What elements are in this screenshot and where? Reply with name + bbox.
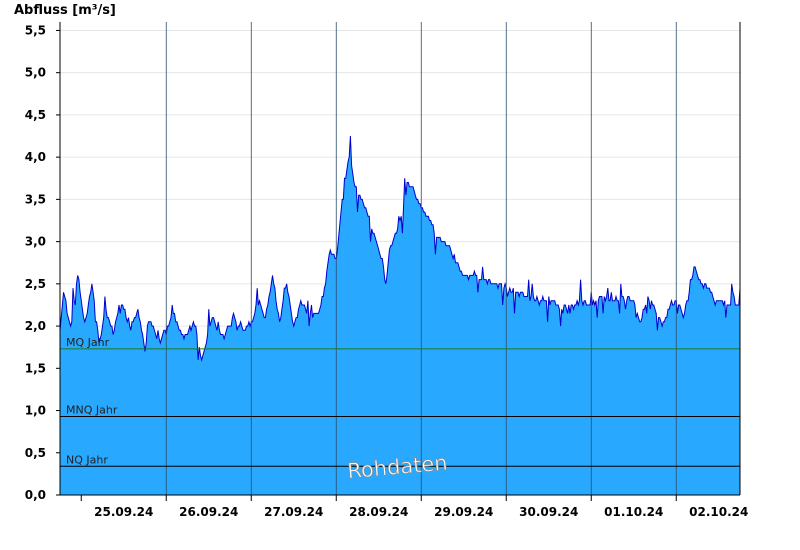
- x-tick-label: 28.09.24: [349, 505, 408, 519]
- y-tick-label: 1,5: [25, 361, 46, 375]
- y-tick-label: 4,0: [25, 150, 46, 164]
- x-tick-label: 02.10.24: [689, 505, 748, 519]
- y-tick-label: 1,0: [25, 404, 46, 418]
- y-tick-label: 3,0: [25, 235, 46, 249]
- y-tick-label: 3,5: [25, 192, 46, 206]
- y-tick-label: 5,5: [25, 23, 46, 37]
- x-tick-label: 26.09.24: [179, 505, 238, 519]
- y-tick-label: 4,5: [25, 108, 46, 122]
- y-axis-label: Abfluss [m³/s]: [14, 3, 116, 18]
- x-tick-label: 01.10.24: [604, 505, 663, 519]
- plot-area: 25.09.24 26.09.24 27.09.24 28.09.24 29.09.24…: [25, 22, 748, 519]
- x-tick-label: 30.09.24: [519, 505, 578, 519]
- reference-line-label: MQ Jahr: [66, 336, 110, 349]
- x-tick-label: 25.09.24: [94, 505, 153, 519]
- x-tick-label: 29.09.24: [434, 505, 493, 519]
- reference-line-label: MNQ Jahr: [66, 403, 118, 416]
- y-tick-label: 0,5: [25, 446, 46, 460]
- y-tick-label: 2,5: [25, 277, 46, 291]
- x-tick-label: 27.09.24: [264, 505, 323, 519]
- reference-line-label: NQ Jahr: [66, 453, 108, 466]
- y-tick-label: 5,0: [25, 66, 46, 80]
- y-tick-label: 2,0: [25, 319, 46, 333]
- y-tick-label: 0,0: [25, 488, 46, 502]
- series-line: [59, 135, 741, 362]
- series-area: [60, 136, 740, 495]
